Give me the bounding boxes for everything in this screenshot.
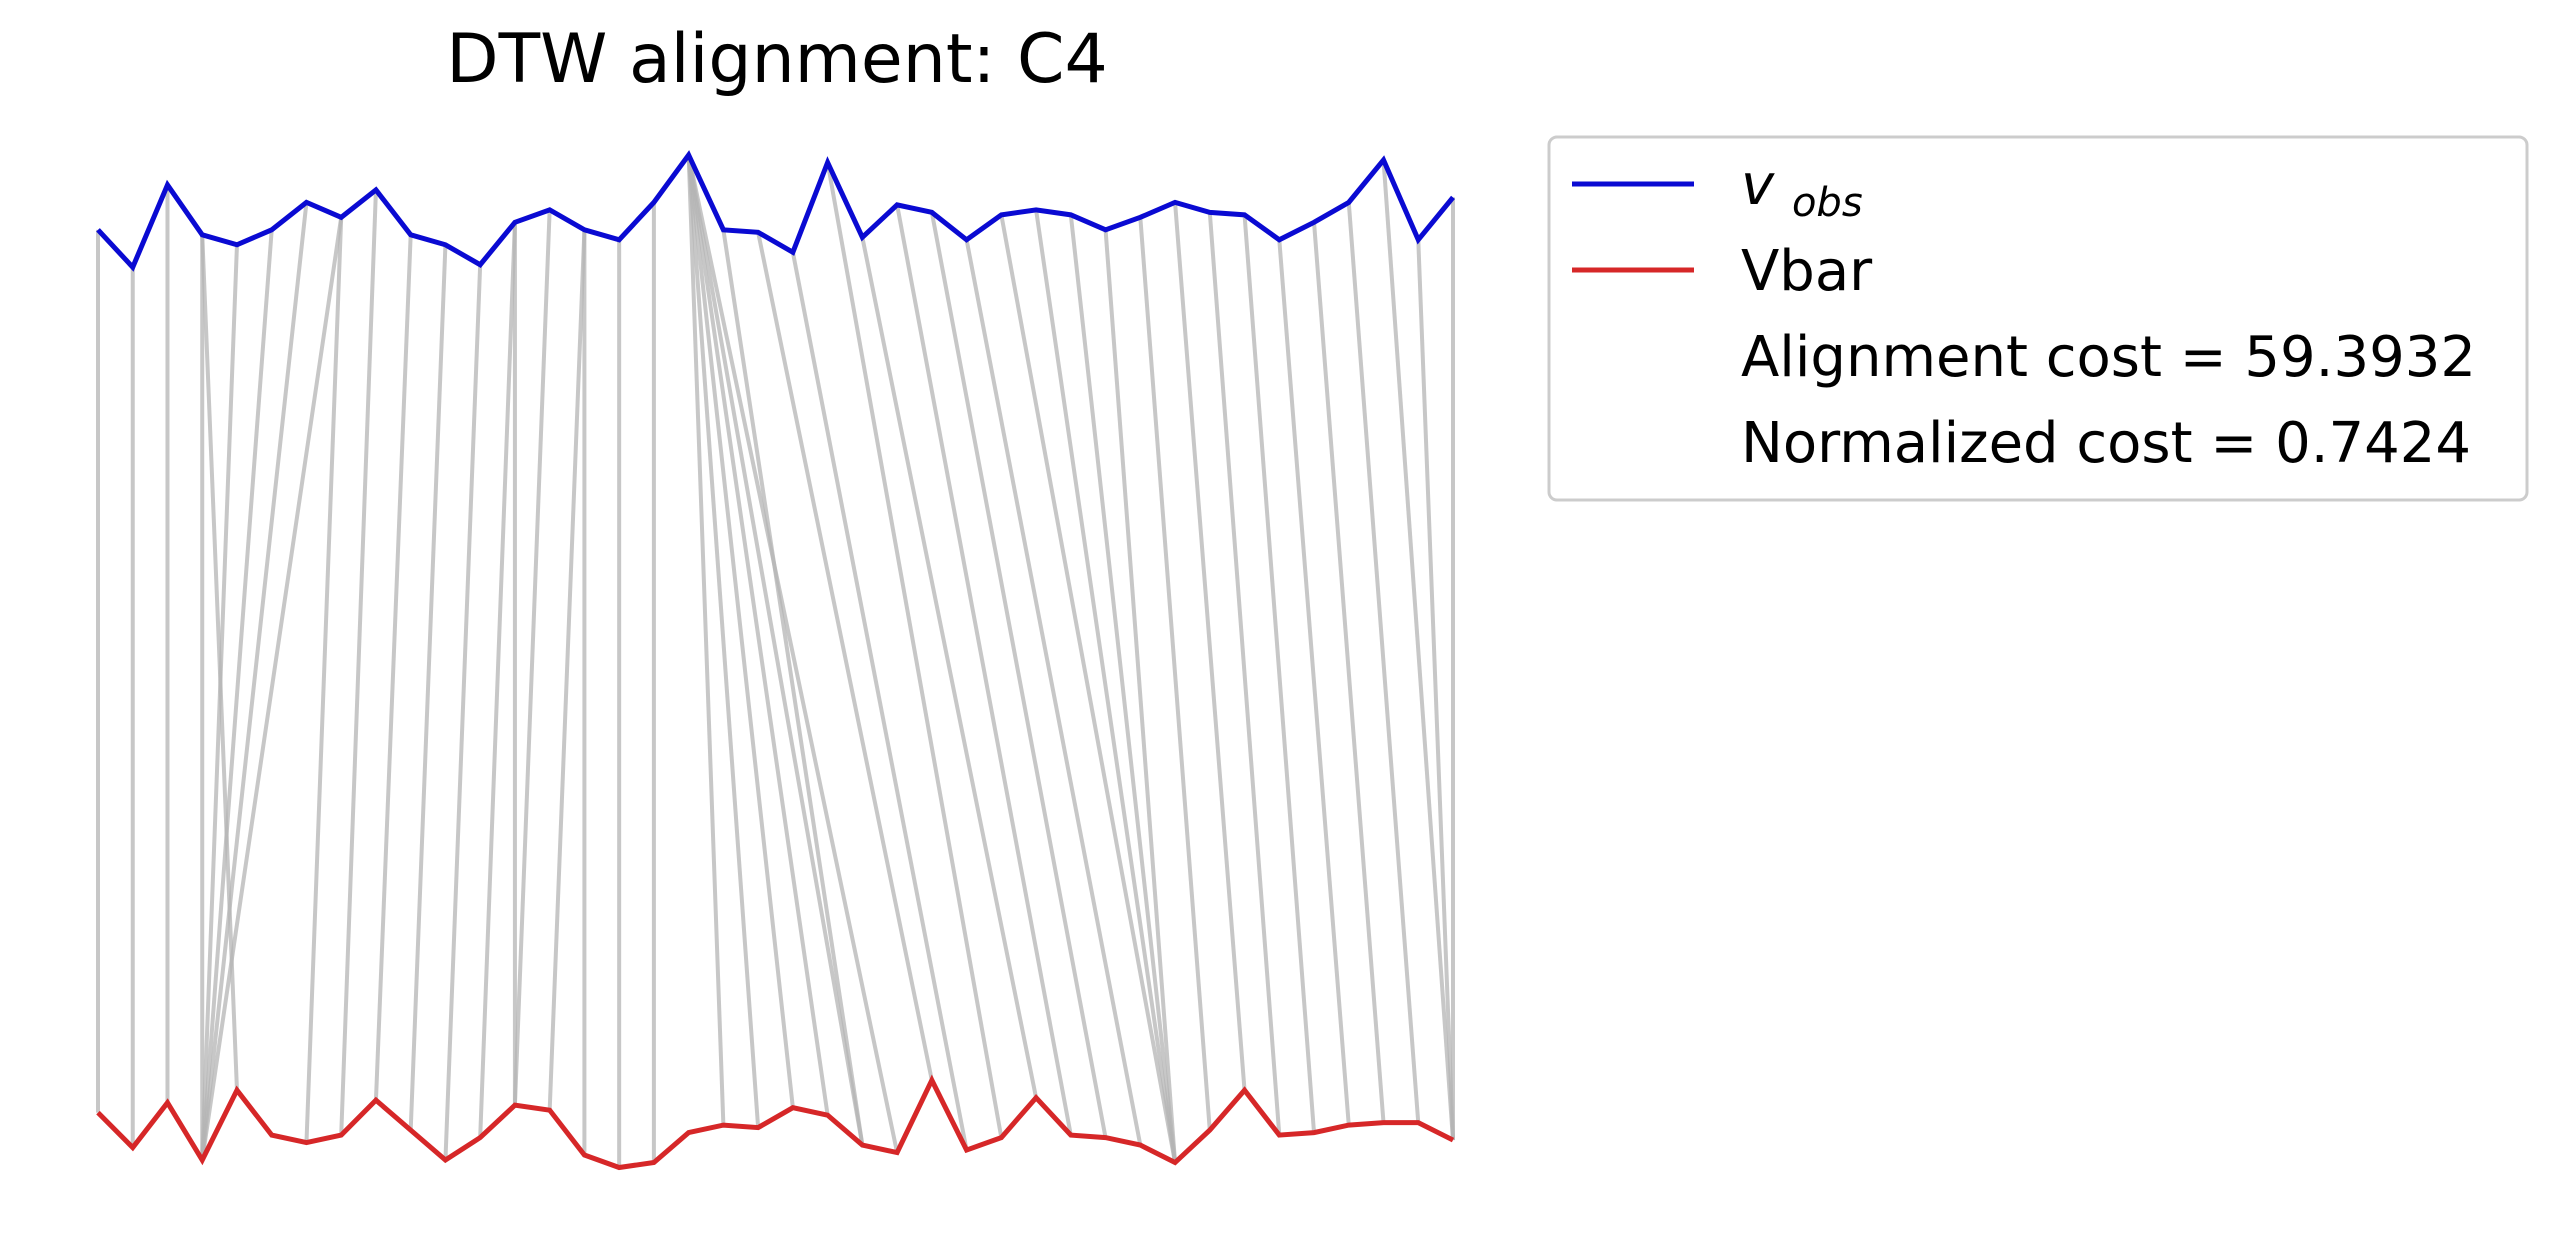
alignment-connector-27 xyxy=(721,229,865,1146)
alignment-connector-46 xyxy=(1381,159,1455,1141)
legend-label-v-obs: v obs xyxy=(1741,153,1863,226)
chart-title: DTW alignment: C4 xyxy=(446,20,1108,99)
alignment-connector-47 xyxy=(1416,239,1455,1141)
alignment-connector-17 xyxy=(547,229,587,1111)
alignment-connector-8 xyxy=(200,217,344,1161)
alignment-connector-7 xyxy=(200,202,309,1161)
alignment-connector-23 xyxy=(686,154,795,1108)
alignment-connector-33 xyxy=(929,211,1108,1138)
alignment-connector-28 xyxy=(756,231,934,1081)
series-lines xyxy=(96,150,1455,1171)
legend-label-v-obs-main: v xyxy=(1741,153,1775,218)
alignment-connector-25 xyxy=(686,154,865,1146)
alignment-connector-44 xyxy=(1312,222,1386,1123)
alignment-connector-30 xyxy=(825,162,1004,1138)
series-line-vbar xyxy=(96,1074,1455,1171)
alignment-connector-24 xyxy=(686,154,830,1116)
legend-label-v-obs-subscript: obs xyxy=(1792,180,1863,226)
alignment-connector-34 xyxy=(964,239,1143,1146)
alignment-connector-11 xyxy=(373,234,413,1101)
alignment-connector-6 xyxy=(200,229,274,1161)
alignment-connectors xyxy=(96,154,1455,1168)
alignment-connector-39 xyxy=(1138,217,1212,1131)
alignment-connector-32 xyxy=(895,204,1073,1136)
alignment-connector-29 xyxy=(790,251,969,1151)
alignment-connector-10 xyxy=(339,189,378,1136)
series-line-v-obs xyxy=(96,150,1455,272)
alignment-connector-36 xyxy=(1034,209,1178,1163)
alignment-connector-14 xyxy=(478,222,517,1138)
alignment-connector-21 xyxy=(686,154,726,1126)
legend-frame xyxy=(1547,135,2529,502)
alignment-connector-31 xyxy=(860,236,1039,1099)
legend: v obs Vbar Alignment cost = 59.3932 Norm… xyxy=(1547,135,2529,502)
alignment-connector-13 xyxy=(443,264,483,1161)
alignment-connector-26 xyxy=(686,154,900,1153)
legend-label-vbar: Vbar xyxy=(1741,239,1873,304)
alignment-connector-9 xyxy=(304,217,344,1143)
alignment-connector-35 xyxy=(999,214,1178,1163)
alignment-connector-22 xyxy=(686,154,761,1128)
alignment-connector-38 xyxy=(1103,229,1178,1163)
alignment-connector-43 xyxy=(1277,239,1351,1126)
alignment-connector-16 xyxy=(512,209,552,1106)
alignment-connector-12 xyxy=(408,244,448,1131)
alignment-connector-40 xyxy=(1173,202,1247,1091)
alignment-connector-45 xyxy=(1346,202,1421,1123)
legend-normalized-cost: Normalized cost = 0.7424 xyxy=(1741,411,2471,476)
alignment-connector-41 xyxy=(1207,212,1282,1136)
alignment-connector-37 xyxy=(1068,214,1178,1163)
legend-alignment-cost: Alignment cost = 59.3932 xyxy=(1741,325,2476,390)
alignment-connector-5 xyxy=(200,244,239,1161)
alignment-connector-42 xyxy=(1242,214,1317,1133)
